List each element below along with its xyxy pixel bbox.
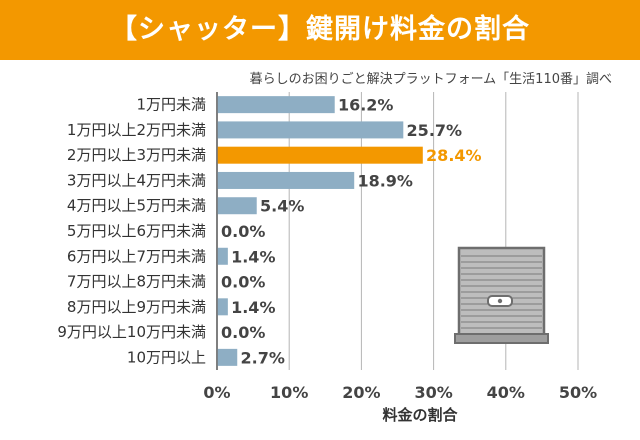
x-tick-label: 40% — [487, 383, 525, 402]
title-band — [0, 0, 640, 60]
category-label: 10万円以上 — [127, 348, 206, 366]
value-label: 0.0% — [221, 273, 265, 292]
bar — [217, 348, 238, 366]
category-label: 2万円以上3万円未満 — [67, 146, 206, 164]
value-label: 1.4% — [231, 247, 275, 266]
shutter-keyhole — [497, 298, 503, 304]
category-labels: 1万円未満 1万円以上2万円未満 2万円以上3万円未満 3万円以上4万円未満 4万円以上… — [57, 96, 206, 367]
x-tick-label: 20% — [342, 383, 380, 402]
x-axis-label: 料金の割合 — [382, 406, 458, 424]
bar — [217, 146, 423, 164]
bar — [217, 197, 257, 215]
bar — [217, 247, 228, 265]
chart-title: 【シャッター】鍵開け料金の割合 — [110, 14, 530, 45]
value-label: 0.0% — [221, 222, 265, 241]
value-label: 28.4% — [426, 146, 482, 165]
x-tick-labels: 0% 10% 20% 30% 40% 50% — [203, 383, 597, 402]
bars — [217, 96, 423, 366]
x-tick-label: 50% — [559, 383, 597, 402]
category-label: 8万円以上9万円未満 — [67, 298, 206, 316]
category-label: 1万円未満 — [136, 96, 206, 114]
value-label: 25.7% — [407, 121, 463, 140]
x-tick-label: 0% — [203, 383, 230, 402]
value-labels: 16.2% 25.7% 28.4% 18.9% 5.4% 0.0% 1.4% 0.0% 1.4%… — [221, 96, 482, 368]
category-label: 7万円以上8万円未満 — [67, 273, 206, 291]
category-label: 5万円以上6万円未満 — [67, 222, 206, 240]
x-tick-label: 30% — [414, 383, 452, 402]
bar — [217, 96, 335, 114]
value-label: 2.7% — [240, 348, 284, 367]
category-label: 3万円以上4万円未満 — [67, 171, 206, 189]
category-label: 1万円以上2万円未満 — [67, 121, 206, 139]
bar — [217, 171, 355, 189]
source-note: 暮らしのお困りごと解決プラットフォーム「生活110番」調べ — [249, 72, 612, 87]
x-tick-label: 10% — [270, 383, 308, 402]
bar — [217, 298, 228, 316]
bar — [217, 121, 404, 139]
category-label: 4万円以上5万円未満 — [67, 197, 206, 215]
shutter-icon — [454, 246, 549, 344]
shutter-base — [454, 333, 549, 344]
value-label: 18.9% — [357, 171, 413, 190]
category-label: 6万円以上7万円未満 — [67, 247, 206, 265]
value-label: 1.4% — [231, 298, 275, 317]
value-label: 0.0% — [221, 323, 265, 342]
category-label: 9万円以上10万円未満 — [57, 323, 206, 341]
value-label: 16.2% — [338, 96, 394, 115]
value-label: 5.4% — [260, 197, 304, 216]
